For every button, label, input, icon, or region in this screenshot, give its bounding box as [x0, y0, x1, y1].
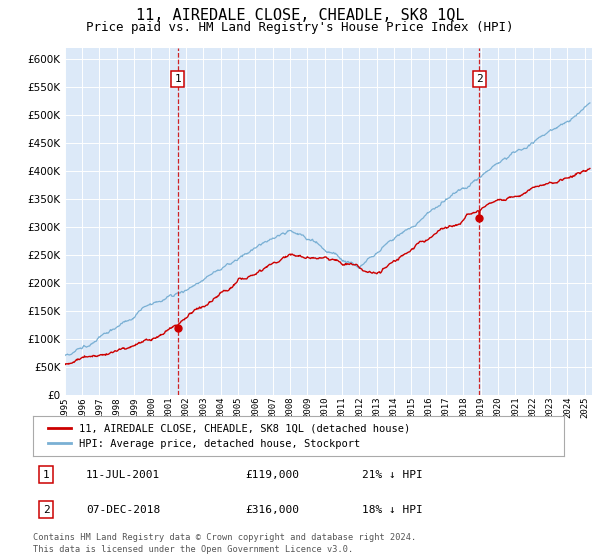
Text: This data is licensed under the Open Government Licence v3.0.: This data is licensed under the Open Gov…: [33, 545, 353, 554]
Text: £119,000: £119,000: [245, 470, 299, 479]
Text: 18% ↓ HPI: 18% ↓ HPI: [362, 505, 423, 515]
Text: Price paid vs. HM Land Registry's House Price Index (HPI): Price paid vs. HM Land Registry's House …: [86, 21, 514, 34]
Text: 1: 1: [175, 74, 181, 84]
Text: 2: 2: [43, 505, 50, 515]
Text: 07-DEC-2018: 07-DEC-2018: [86, 505, 160, 515]
Text: 1: 1: [43, 470, 50, 479]
Text: Contains HM Land Registry data © Crown copyright and database right 2024.: Contains HM Land Registry data © Crown c…: [33, 533, 416, 542]
Text: 11, AIREDALE CLOSE, CHEADLE, SK8 1QL: 11, AIREDALE CLOSE, CHEADLE, SK8 1QL: [136, 8, 464, 24]
Text: 2: 2: [476, 74, 483, 84]
Text: 21% ↓ HPI: 21% ↓ HPI: [362, 470, 423, 479]
Text: 11-JUL-2001: 11-JUL-2001: [86, 470, 160, 479]
Legend: 11, AIREDALE CLOSE, CHEADLE, SK8 1QL (detached house), HPI: Average price, detac: 11, AIREDALE CLOSE, CHEADLE, SK8 1QL (de…: [44, 419, 415, 453]
Text: £316,000: £316,000: [245, 505, 299, 515]
